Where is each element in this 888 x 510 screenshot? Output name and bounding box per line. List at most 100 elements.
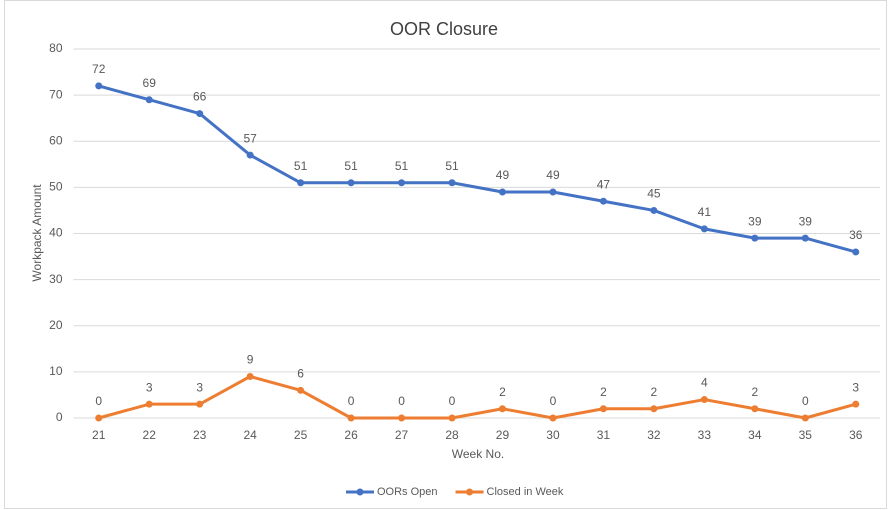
data-label: 2 (751, 385, 758, 399)
x-tick-label: 23 (193, 428, 207, 442)
data-label: 0 (449, 394, 456, 408)
point (95, 414, 103, 422)
data-label: 2 (651, 385, 658, 399)
point (145, 96, 153, 104)
point (448, 179, 456, 187)
point (448, 414, 456, 422)
data-label: 6 (297, 366, 304, 380)
point (700, 396, 708, 404)
x-tick-label: 21 (92, 428, 106, 442)
y-tick-label: 70 (49, 87, 63, 101)
point (751, 405, 759, 413)
point (498, 188, 506, 196)
data-label: 51 (294, 159, 308, 173)
data-label: 49 (496, 168, 510, 182)
point (852, 248, 860, 256)
x-tick-label: 36 (849, 428, 863, 442)
data-label: 72 (92, 62, 106, 76)
data-label: 9 (247, 353, 254, 367)
data-label: 0 (348, 394, 355, 408)
y-tick-label: 20 (49, 318, 63, 332)
point (95, 82, 103, 90)
y-tick-label: 10 (49, 364, 63, 378)
x-tick-label: 28 (445, 428, 459, 442)
data-label: 45 (647, 187, 661, 201)
point (599, 405, 607, 413)
x-tick-label: 24 (243, 428, 257, 442)
point (700, 225, 708, 233)
y-tick-label: 30 (49, 272, 63, 286)
data-label: 36 (849, 228, 863, 242)
data-label: 3 (146, 380, 153, 394)
point (498, 405, 506, 413)
y-tick-label: 50 (49, 180, 63, 194)
point (145, 400, 153, 408)
x-tick-label: 26 (344, 428, 358, 442)
data-label: 0 (398, 394, 405, 408)
data-label: 51 (445, 159, 459, 173)
x-axis-label: Week No. (452, 447, 504, 461)
point (297, 179, 305, 187)
data-label: 0 (95, 394, 102, 408)
data-label: 49 (546, 168, 560, 182)
data-label: 47 (597, 177, 611, 191)
point (801, 414, 809, 422)
data-label: 39 (748, 214, 762, 228)
point (398, 179, 406, 187)
data-label: 4 (701, 376, 708, 390)
point (347, 179, 355, 187)
data-label: 3 (196, 380, 203, 394)
point (196, 400, 204, 408)
point (549, 414, 557, 422)
chart-frame (4, 0, 887, 509)
data-label: 3 (852, 380, 859, 394)
data-label: 57 (243, 131, 257, 145)
x-tick-label: 30 (546, 428, 560, 442)
legend-marker (356, 488, 364, 496)
x-tick-label: 31 (597, 428, 611, 442)
chart-title: OOR Closure (390, 19, 498, 39)
point (246, 151, 254, 159)
x-tick-label: 22 (143, 428, 157, 442)
data-label: 39 (799, 214, 813, 228)
legend-marker (466, 488, 474, 496)
point (297, 386, 305, 394)
y-tick-label: 40 (49, 226, 63, 240)
data-label: 69 (143, 76, 157, 90)
x-tick-label: 25 (294, 428, 308, 442)
data-label: 0 (550, 394, 557, 408)
y-tick-label: 60 (49, 133, 63, 147)
point (549, 188, 557, 196)
point (347, 414, 355, 422)
legend-label: Closed in Week (487, 486, 564, 498)
x-tick-label: 35 (799, 428, 813, 442)
data-label: 66 (193, 90, 207, 104)
data-label: 51 (344, 159, 358, 173)
y-axis-label: Workpack Amount (30, 184, 44, 282)
x-tick-label: 34 (748, 428, 762, 442)
y-tick-label: 0 (56, 410, 63, 424)
legend-label: OORs Open (377, 486, 438, 498)
point (599, 197, 607, 205)
y-tick-label: 80 (49, 41, 63, 55)
series-line (98, 374, 857, 420)
point (801, 234, 809, 242)
x-tick-label: 29 (496, 428, 510, 442)
x-tick-label: 33 (698, 428, 712, 442)
point (246, 372, 254, 380)
data-label: 41 (698, 205, 712, 219)
point (196, 110, 204, 118)
data-label: 51 (395, 159, 409, 173)
data-label: 0 (802, 394, 809, 408)
point (650, 206, 658, 214)
x-tick-label: 27 (395, 428, 409, 442)
point (398, 414, 406, 422)
x-tick-label: 32 (647, 428, 661, 442)
point (751, 234, 759, 242)
point (650, 405, 658, 413)
series-line (98, 84, 857, 254)
data-label: 2 (499, 385, 506, 399)
point (852, 400, 860, 408)
data-label: 2 (600, 385, 607, 399)
